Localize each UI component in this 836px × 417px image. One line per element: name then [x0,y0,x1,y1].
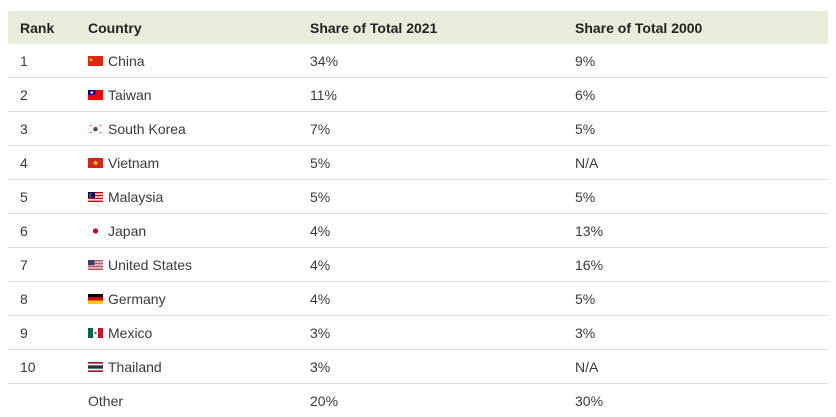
rank-cell: 10 [8,350,76,384]
share-2000-cell: 6% [563,78,828,112]
table-row: 5 Malaysia 5% 5% [8,180,828,214]
taiwan-flag-icon [88,90,103,100]
thailand-flag-icon [88,362,103,372]
share-table: Rank Country Share of Total 2021 Share o… [8,11,828,417]
share-2021-cell: 5% [298,180,563,214]
share-2021-cell: 7% [298,112,563,146]
country-name: Vietnam [108,155,159,171]
share-2000-cell: 5% [563,180,828,214]
country-name: Other [88,393,123,409]
share-2021-cell: 11% [298,78,563,112]
country-name: Mexico [108,325,152,341]
share-2000-cell: N/A [563,146,828,180]
rank-cell: 8 [8,282,76,316]
country-cell: Vietnam [76,146,298,180]
share-2021-cell: 4% [298,282,563,316]
share-2021-cell: 4% [298,248,563,282]
share-2000-cell: N/A [563,350,828,384]
share-2021-cell: 4% [298,214,563,248]
table-row: 4 Vietnam 5% N/A [8,146,828,180]
share-2021-cell: 5% [298,146,563,180]
vietnam-flag-icon [88,158,103,168]
table-row: 8 Germany 4% 5% [8,282,828,316]
header-country: Country [76,11,298,44]
country-cell: Mexico [76,316,298,350]
share-2000-cell: 13% [563,214,828,248]
header-row: Rank Country Share of Total 2021 Share o… [8,11,828,44]
country-cell: South Korea [76,112,298,146]
share-table-container: Rank Country Share of Total 2021 Share o… [8,11,828,417]
table-body: 1 China 34% 9% 2 Taiwan 11% 6% 3 S [8,44,828,417]
header-share-2021: Share of Total 2021 [298,11,563,44]
share-2021-cell: 3% [298,350,563,384]
header-share-2000: Share of Total 2000 [563,11,828,44]
south-korea-flag-icon [88,124,103,134]
rank-cell: 4 [8,146,76,180]
rank-cell: 3 [8,112,76,146]
rank-cell: 9 [8,316,76,350]
malaysia-flag-icon [88,192,103,202]
share-2021-cell: 3% [298,316,563,350]
country-name: China [108,53,145,69]
country-cell: Taiwan [76,78,298,112]
share-2021-cell: 34% [298,44,563,78]
rank-cell: 7 [8,248,76,282]
table-row: 2 Taiwan 11% 6% [8,78,828,112]
share-2000-cell: 3% [563,316,828,350]
country-name: Taiwan [108,87,152,103]
table-header: Rank Country Share of Total 2021 Share o… [8,11,828,44]
table-row: 6 Japan 4% 13% [8,214,828,248]
country-name: Malaysia [108,189,163,205]
country-name: Thailand [108,359,162,375]
share-2000-cell: 5% [563,282,828,316]
table-row: 1 China 34% 9% [8,44,828,78]
country-name: Germany [108,291,166,307]
table-row: 7 United States 4% 16% [8,248,828,282]
country-cell: China [76,44,298,78]
rank-cell: 1 [8,44,76,78]
table-row: 3 South Korea 7% 5% [8,112,828,146]
table-row: 9 Mexico 3% 3% [8,316,828,350]
rank-cell: 6 [8,214,76,248]
rank-cell: 5 [8,180,76,214]
country-cell: Japan [76,214,298,248]
share-2000-cell: 5% [563,112,828,146]
china-flag-icon [88,56,103,66]
country-cell: Thailand [76,350,298,384]
table-row: 10 Thailand 3% N/A [8,350,828,384]
rank-cell: 2 [8,78,76,112]
country-cell: Germany [76,282,298,316]
country-cell: Malaysia [76,180,298,214]
japan-flag-icon [88,226,103,236]
country-cell: United States [76,248,298,282]
germany-flag-icon [88,294,103,304]
united-states-flag-icon [88,260,103,270]
header-rank: Rank [8,11,76,44]
country-name: South Korea [108,121,186,137]
share-2000-cell: 16% [563,248,828,282]
share-2000-cell: 9% [563,44,828,78]
country-name: Japan [108,223,146,239]
mexico-flag-icon [88,328,103,338]
country-name: United States [108,257,192,273]
